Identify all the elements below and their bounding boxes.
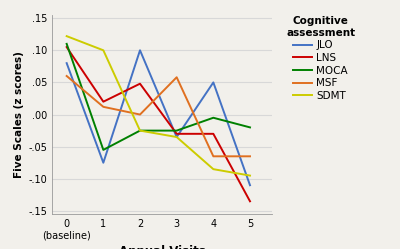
LNS bbox=[101, 100, 106, 103]
MSF bbox=[211, 155, 216, 158]
Line: JLO: JLO bbox=[67, 50, 250, 185]
MSF bbox=[174, 76, 179, 79]
SDMT bbox=[64, 35, 69, 38]
Line: MOCA: MOCA bbox=[67, 44, 250, 150]
JLO bbox=[248, 184, 252, 187]
MSF bbox=[248, 155, 252, 158]
LNS bbox=[174, 132, 179, 135]
LNS bbox=[211, 132, 216, 135]
MOCA bbox=[101, 148, 106, 151]
MOCA bbox=[138, 129, 142, 132]
SDMT bbox=[174, 135, 179, 138]
MOCA bbox=[64, 42, 69, 45]
MSF bbox=[101, 105, 106, 108]
JLO bbox=[101, 161, 106, 164]
LNS bbox=[248, 200, 252, 203]
Y-axis label: Five Scales (z scores): Five Scales (z scores) bbox=[14, 51, 24, 178]
MSF bbox=[64, 74, 69, 77]
LNS bbox=[64, 46, 69, 49]
JLO bbox=[211, 81, 216, 84]
MOCA bbox=[211, 116, 216, 119]
LNS bbox=[138, 82, 142, 85]
SDMT bbox=[101, 49, 106, 52]
SDMT bbox=[248, 174, 252, 177]
JLO bbox=[138, 49, 142, 52]
JLO bbox=[64, 62, 69, 65]
X-axis label: Annual Visits: Annual Visits bbox=[119, 245, 205, 249]
Line: MSF: MSF bbox=[67, 76, 250, 156]
Line: LNS: LNS bbox=[67, 47, 250, 201]
JLO bbox=[174, 135, 179, 138]
MSF bbox=[138, 113, 142, 116]
MOCA bbox=[248, 126, 252, 129]
Legend: JLO, LNS, MOCA, MSF, SDMT: JLO, LNS, MOCA, MSF, SDMT bbox=[286, 16, 355, 101]
MOCA bbox=[174, 129, 179, 132]
SDMT bbox=[138, 129, 142, 132]
Line: SDMT: SDMT bbox=[67, 36, 250, 176]
SDMT bbox=[211, 168, 216, 171]
